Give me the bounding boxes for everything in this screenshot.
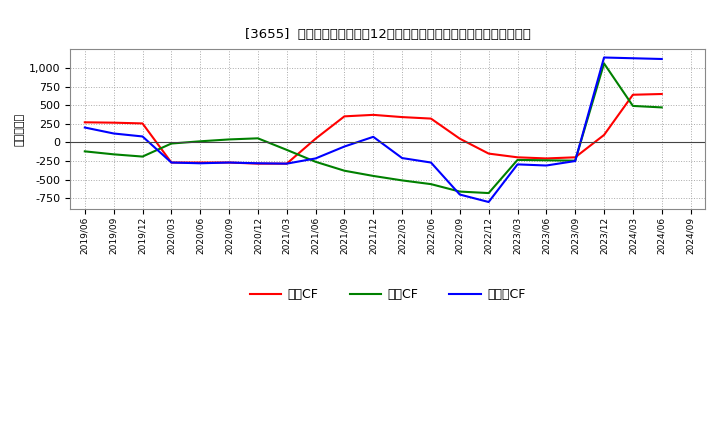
フリーCF bbox=[369, 134, 377, 139]
営業CF bbox=[629, 92, 637, 97]
フリーCF bbox=[225, 160, 233, 165]
投資CF bbox=[167, 141, 176, 146]
フリーCF bbox=[253, 161, 262, 166]
営業CF bbox=[311, 136, 320, 141]
フリーCF bbox=[485, 199, 493, 205]
フリーCF bbox=[629, 55, 637, 61]
投資CF bbox=[369, 173, 377, 179]
営業CF bbox=[167, 160, 176, 165]
投資CF bbox=[109, 152, 118, 157]
営業CF bbox=[369, 112, 377, 117]
営業CF bbox=[253, 161, 262, 166]
営業CF bbox=[397, 114, 406, 120]
Line: 投資CF: 投資CF bbox=[85, 63, 662, 193]
営業CF bbox=[427, 116, 436, 121]
投資CF bbox=[397, 178, 406, 183]
フリーCF bbox=[311, 156, 320, 161]
営業CF bbox=[138, 121, 147, 126]
営業CF bbox=[456, 136, 464, 141]
Y-axis label: （百万円）: （百万円） bbox=[15, 113, 25, 146]
フリーCF bbox=[542, 163, 551, 168]
投資CF bbox=[253, 136, 262, 141]
営業CF bbox=[600, 132, 608, 138]
フリーCF bbox=[196, 161, 204, 166]
営業CF bbox=[109, 120, 118, 125]
投資CF bbox=[196, 139, 204, 144]
フリーCF bbox=[456, 192, 464, 197]
営業CF bbox=[657, 92, 666, 97]
Line: フリーCF: フリーCF bbox=[85, 58, 662, 202]
投資CF bbox=[340, 168, 348, 173]
投資CF bbox=[427, 181, 436, 187]
営業CF bbox=[282, 161, 291, 166]
営業CF bbox=[513, 155, 522, 160]
フリーCF bbox=[571, 158, 580, 164]
フリーCF bbox=[109, 131, 118, 136]
営業CF bbox=[340, 114, 348, 119]
Line: 営業CF: 営業CF bbox=[85, 94, 662, 164]
Title: [3655]  キャッシュフローの12か月移動合計の対前年同期増減額の推移: [3655] キャッシュフローの12か月移動合計の対前年同期増減額の推移 bbox=[245, 28, 531, 41]
営業CF bbox=[571, 155, 580, 160]
投資CF bbox=[629, 103, 637, 109]
フリーCF bbox=[600, 55, 608, 60]
投資CF bbox=[311, 159, 320, 165]
営業CF bbox=[225, 160, 233, 165]
営業CF bbox=[542, 156, 551, 161]
営業CF bbox=[485, 151, 493, 156]
投資CF bbox=[138, 154, 147, 159]
フリーCF bbox=[427, 160, 436, 165]
投資CF bbox=[542, 158, 551, 163]
Legend: 営業CF, 投資CF, フリーCF: 営業CF, 投資CF, フリーCF bbox=[245, 283, 530, 306]
フリーCF bbox=[167, 160, 176, 165]
投資CF bbox=[485, 191, 493, 196]
フリーCF bbox=[513, 162, 522, 167]
フリーCF bbox=[657, 56, 666, 62]
投資CF bbox=[657, 105, 666, 110]
投資CF bbox=[282, 147, 291, 153]
投資CF bbox=[456, 189, 464, 194]
フリーCF bbox=[397, 155, 406, 161]
フリーCF bbox=[282, 161, 291, 166]
投資CF bbox=[571, 158, 580, 163]
営業CF bbox=[196, 160, 204, 165]
フリーCF bbox=[81, 125, 89, 130]
営業CF bbox=[81, 120, 89, 125]
投資CF bbox=[225, 137, 233, 142]
投資CF bbox=[513, 157, 522, 162]
投資CF bbox=[600, 61, 608, 66]
投資CF bbox=[81, 149, 89, 154]
フリーCF bbox=[138, 134, 147, 139]
フリーCF bbox=[340, 144, 348, 149]
